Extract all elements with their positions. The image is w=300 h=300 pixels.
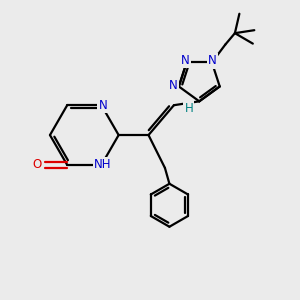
Text: O: O <box>33 158 42 171</box>
Text: N: N <box>99 99 107 112</box>
Text: NH: NH <box>94 158 112 171</box>
Text: N: N <box>208 54 217 68</box>
Text: H: H <box>184 102 193 115</box>
Text: N: N <box>169 80 178 92</box>
Text: N: N <box>181 53 190 67</box>
